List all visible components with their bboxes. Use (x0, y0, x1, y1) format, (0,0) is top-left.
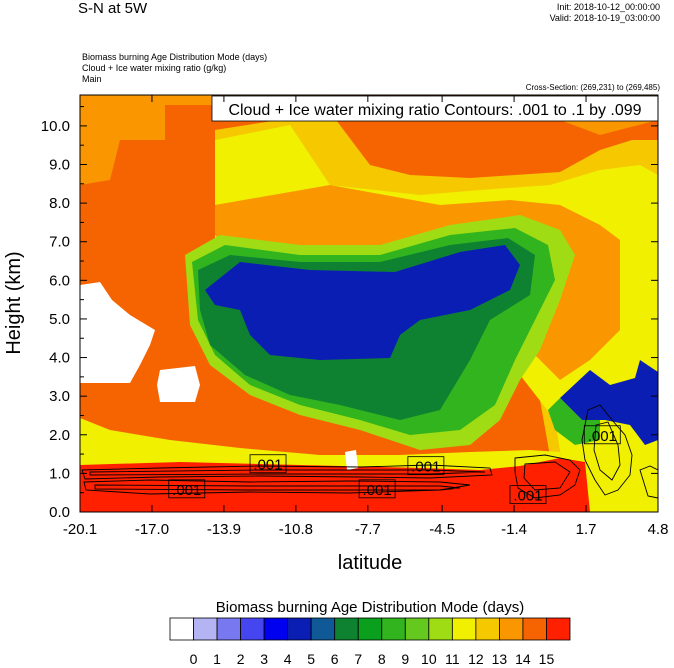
colorbar-swatch (216, 617, 241, 641)
contour-label: .001 (172, 482, 201, 499)
colorbar-swatch (546, 617, 571, 641)
colorbar-label: 15 (539, 651, 555, 667)
colorbar-title: Biomass burning Age Distribution Mode (d… (216, 599, 524, 616)
x-tick-label: -1.4 (501, 521, 527, 538)
contour-line (81, 464, 493, 480)
cloud-contours (81, 404, 658, 499)
colorbar-label: 3 (260, 651, 268, 667)
colorbar-swatch (287, 617, 312, 641)
field-white-patch-small (345, 450, 358, 470)
field-label-cloud: Cloud + Ice water mixing ratio (g/kg) (82, 63, 227, 73)
x-tick-label: -7.7 (355, 521, 381, 538)
x-tick-label: -13.9 (207, 521, 241, 538)
contour-labels: .001 .001 .001 .001 .001 .001 (168, 425, 621, 505)
colorbar-swatch (240, 617, 265, 641)
colorbar-label: 5 (307, 651, 315, 667)
plot-title: S-N at 5W (78, 0, 148, 17)
y-tick-label: 9.0 (49, 157, 70, 174)
field-orange-upper (80, 95, 330, 185)
contour-label: .001 (253, 457, 282, 474)
contour-label-box (249, 454, 287, 474)
y-tick-label: 8.0 (49, 195, 70, 212)
age-field (80, 95, 658, 512)
contour-label-box (358, 479, 396, 499)
colorbar-swatch (334, 617, 359, 641)
y-axis: 0.0 1.0 2.0 3.0 4.0 5.0 6.0 7.0 8.0 9.0 10.0 (41, 106, 658, 521)
colorbar-swatch (451, 617, 477, 641)
colorbar-label: 1 (213, 651, 221, 667)
contour-label: .001 (588, 428, 617, 445)
colorbar-label: 4 (284, 651, 292, 667)
colorbar-label: 11 (445, 651, 460, 667)
colorbar-label: 0 (190, 651, 198, 667)
colorbar: 0 1 2 3 4 5 6 7 8 9 10 11 12 13 14 15 (169, 617, 571, 667)
colorbar-swatch (404, 617, 430, 641)
contour-line (581, 404, 633, 496)
init-time: Init: 2018-10-12_00:00:00 (556, 2, 660, 12)
y-tick-label: 6.0 (49, 272, 70, 289)
colorbar-swatch (499, 617, 524, 641)
field-green-right (548, 398, 600, 445)
field-blue-core (205, 245, 520, 360)
colorbar-label: 10 (421, 651, 437, 667)
field-label-biomass: Biomass burning Age Distribution Mode (d… (82, 52, 268, 62)
field-blue-right (560, 360, 658, 445)
field-label-domain: Main (82, 74, 102, 84)
valid-time: Valid: 2018-10-19_03:00:00 (549, 13, 660, 23)
contour-label: .001 (363, 482, 392, 499)
colorbar-swatch (263, 617, 289, 641)
y-tick-label: 5.0 (49, 311, 70, 328)
x-tick-label: -20.1 (63, 521, 97, 538)
x-tick-label: -4.5 (429, 521, 455, 538)
x-tick-label: -10.8 (279, 521, 313, 538)
contour-label-box (509, 485, 547, 505)
contour-line (94, 484, 461, 491)
contour-title: Cloud + Ice water mixing ratio Contours:… (228, 102, 641, 119)
colorbar-swatch (475, 617, 500, 641)
plot-frame (79, 94, 659, 513)
contour-line (523, 461, 571, 491)
contour-label: .001 (513, 488, 542, 505)
y-tick-label: 10.0 (41, 118, 70, 135)
field-white-patch-left (80, 282, 155, 383)
colorbar-label: 6 (331, 651, 339, 667)
colorbar-swatch (381, 617, 406, 641)
contour-line (89, 469, 486, 476)
contour-label-box (407, 456, 445, 476)
x-tick-label: -17.0 (135, 521, 169, 538)
x-tick-label: 4.8 (648, 521, 669, 538)
colorbar-swatch (310, 617, 336, 641)
colorbar-label: 9 (401, 651, 409, 667)
colorbar-label: 8 (378, 651, 386, 667)
colorbar-label: 2 (237, 651, 245, 667)
colorbar-label: 14 (515, 651, 531, 667)
colorbar-swatch (357, 617, 383, 641)
y-tick-label: 2.0 (49, 427, 70, 444)
y-tick-label: 7.0 (49, 234, 70, 251)
x-axis: -20.1 -17.0 -13.9 -10.8 -7.7 -4.5 -1.4 1.7 4.8 (63, 95, 669, 538)
contour-label-box (168, 479, 206, 499)
contour-title-box (211, 95, 659, 122)
colorbar-label: 7 (354, 651, 362, 667)
colorbar-swatch (428, 617, 453, 641)
contour-line (639, 465, 658, 499)
y-tick-label: 0.0 (49, 504, 70, 521)
colorbar-swatch (169, 617, 194, 641)
y-tick-label: 4.0 (49, 350, 70, 367)
colorbar-swatch (522, 617, 547, 641)
colorbar-label: 12 (468, 651, 484, 667)
x-axis-title: latitude (338, 552, 403, 574)
cross-section-label: Cross-Section: (269,231) to (269,485) (525, 83, 660, 92)
contour-label-box (583, 425, 621, 445)
contour-line (514, 454, 581, 499)
y-tick-label: 3.0 (49, 388, 70, 405)
y-tick-label: 1.0 (49, 465, 70, 482)
y-axis-title: Height (km) (3, 251, 25, 354)
x-tick-label: 1.7 (576, 521, 597, 538)
colorbar-swatch (193, 617, 218, 641)
field-white-patch-mid (157, 366, 200, 402)
colorbar-label: 13 (492, 651, 508, 667)
contour-label: .001 (411, 459, 440, 476)
